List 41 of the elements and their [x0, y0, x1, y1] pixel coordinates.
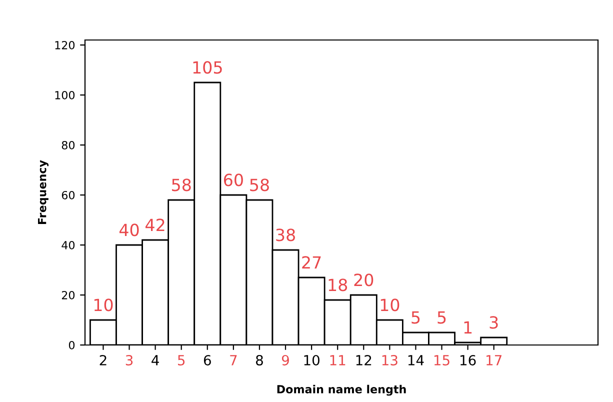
y-tick-label: 40: [62, 240, 75, 250]
data-label: 58: [250, 178, 269, 192]
data-label: 5: [438, 311, 446, 324]
data-label: 20: [354, 274, 374, 286]
data-label: 105: [193, 61, 222, 74]
y-tick-label: 100: [55, 90, 75, 100]
x-tick-label: 12: [356, 354, 372, 366]
x-tick-label: 15: [434, 355, 450, 366]
data-label: 18: [328, 278, 348, 292]
x-tick-label: 2: [100, 354, 106, 366]
y-tick-label: 0: [68, 340, 75, 350]
data-label: 58: [172, 178, 191, 192]
data-label: 10: [380, 298, 400, 312]
y-axis-title: Frequency: [38, 160, 49, 224]
x-tick-label: 3: [126, 354, 133, 366]
x-axis-title: Domain name length: [277, 384, 406, 396]
x-tick-label: 10: [304, 354, 320, 366]
x-tick-label: 8: [256, 354, 263, 366]
y-tick-label: 20: [62, 290, 75, 300]
x-tick-label: 7: [230, 355, 237, 366]
data-label: 40: [119, 224, 139, 236]
data-label: 42: [146, 218, 164, 231]
data-label: 10: [94, 298, 113, 312]
y-tick-label: 120: [55, 40, 75, 50]
data-label: 1: [464, 321, 472, 334]
data-label: 60: [224, 174, 243, 186]
x-tick-label: 5: [178, 355, 185, 366]
x-tick-label: 4: [152, 355, 159, 366]
x-tick-label: 9: [282, 354, 289, 366]
x-tick-label: 14: [408, 355, 424, 366]
x-tick-label: 11: [330, 355, 346, 366]
x-tick-label: 16: [460, 354, 476, 366]
x-tick-label: 6: [204, 354, 211, 366]
x-tick-label: 17: [486, 355, 502, 366]
data-label: 27: [302, 256, 321, 268]
data-label: 3: [490, 316, 498, 329]
data-label: 5: [412, 311, 420, 324]
y-tick-label: 80: [62, 140, 75, 150]
data-label: 38: [276, 228, 295, 242]
y-tick-label: 60: [62, 190, 75, 200]
x-tick-label: 13: [382, 354, 398, 366]
